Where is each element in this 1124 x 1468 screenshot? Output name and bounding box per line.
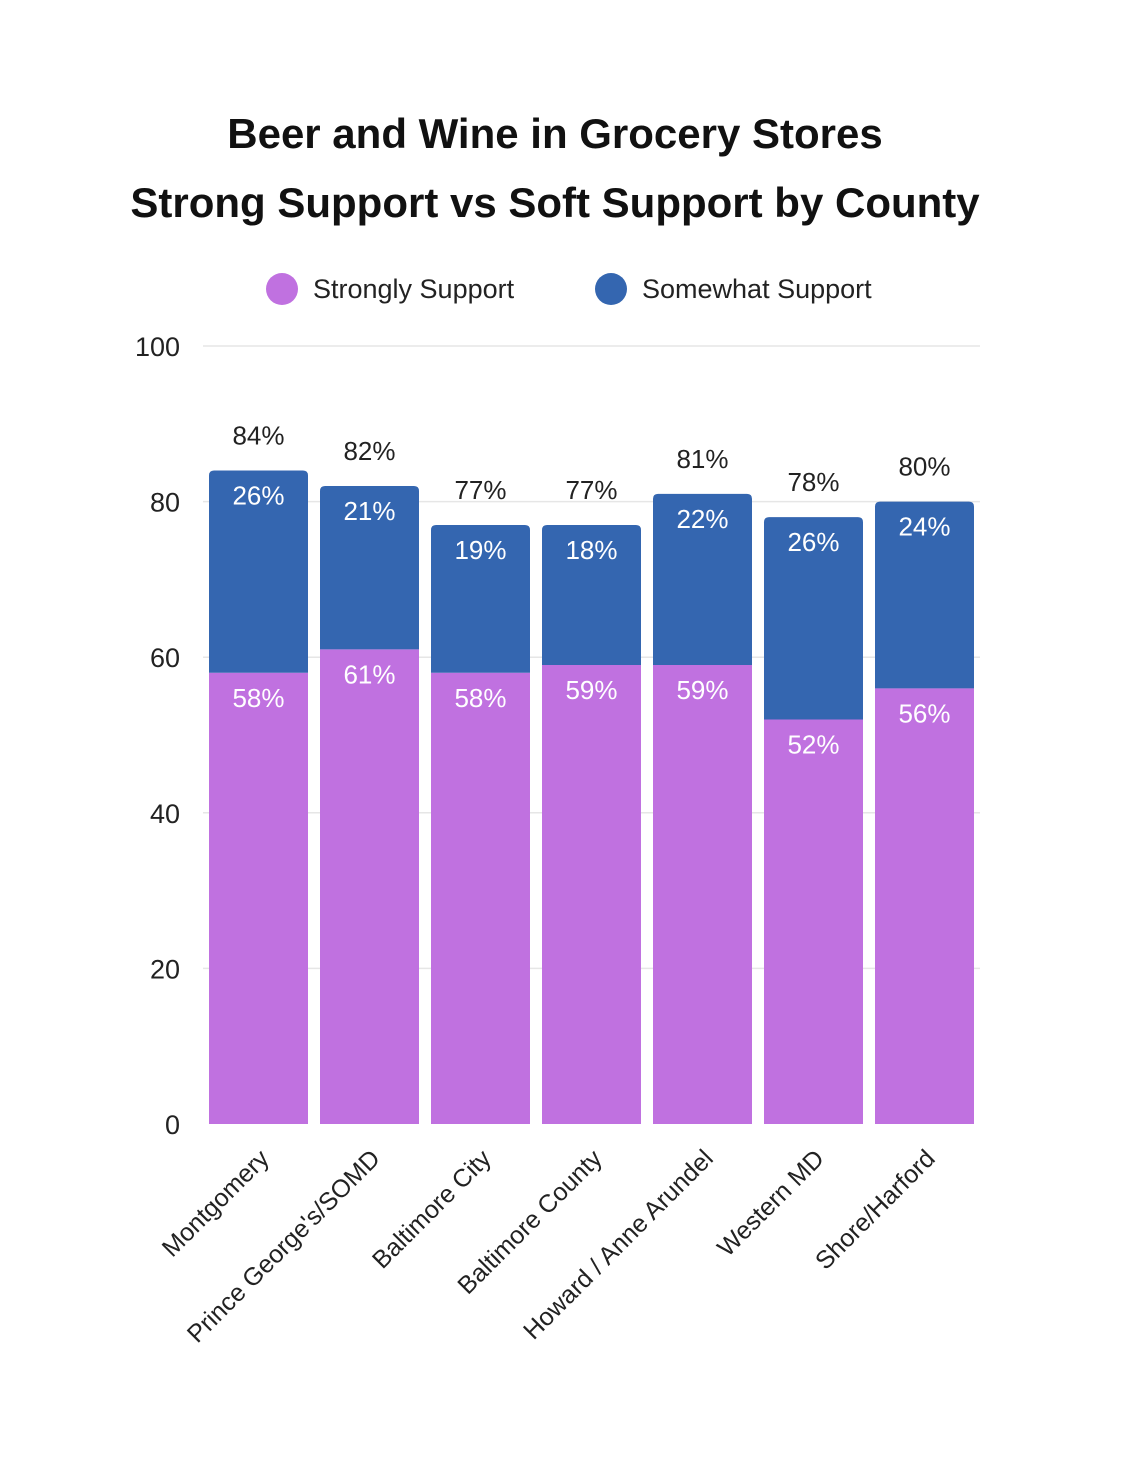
total-label-0: 84% — [232, 420, 284, 450]
bar-group-6: 56% 24% 80% — [875, 452, 974, 1124]
y-tick-label-40: 40 — [150, 799, 180, 829]
legend: Strongly Support Somewhat Support — [266, 273, 872, 305]
bar-segment-0-0 — [209, 672, 308, 1124]
total-label-3: 77% — [565, 475, 617, 505]
total-label-5: 78% — [787, 467, 839, 497]
x-tick-label-4: Howard / Anne Arundel — [518, 1144, 719, 1345]
x-tick-label-5: Western MD — [712, 1144, 830, 1262]
y-tick-label-0: 0 — [165, 1110, 180, 1140]
legend-marker-1 — [595, 273, 627, 305]
bar-segment-1-2 — [431, 524, 530, 673]
bar-segment-1-0 — [209, 470, 308, 673]
segment-label-1-5: 26% — [787, 527, 839, 557]
bar-group-1: 61% 21% 82% — [320, 436, 419, 1124]
segment-label-1-0: 26% — [232, 480, 284, 510]
bar-group-5: 52% 26% 78% — [764, 467, 863, 1124]
bars: 58% 26% 84% 61% 21% 82% 58% 19% 77% 59% 18% 77% 59% 2… — [209, 420, 974, 1124]
segment-label-1-2: 19% — [454, 535, 506, 565]
y-tick-label-100: 100 — [135, 332, 180, 362]
bar-segment-0-3 — [542, 664, 641, 1124]
legend-label-1: Somewhat Support — [642, 274, 872, 304]
total-label-6: 80% — [898, 452, 950, 482]
x-tick-label-1: Prince George's/SOMD — [182, 1144, 386, 1348]
segment-label-1-6: 24% — [898, 512, 950, 542]
total-label-4: 81% — [676, 444, 728, 474]
total-label-2: 77% — [454, 475, 506, 505]
bar-segment-0-6 — [875, 688, 974, 1124]
bar-segment-0-5 — [764, 719, 863, 1124]
bar-group-4: 59% 22% 81% — [653, 444, 752, 1124]
bar-group-0: 58% 26% 84% — [209, 420, 308, 1124]
bar-segment-1-6 — [875, 501, 974, 689]
chart-title-line-2: Strong Support vs Soft Support by County — [130, 179, 980, 226]
bar-group-3: 59% 18% 77% — [542, 475, 641, 1124]
segment-label-0-0: 58% — [232, 683, 284, 713]
bar-segment-1-1 — [320, 486, 419, 650]
segment-label-0-3: 59% — [565, 675, 617, 705]
y-tick-label-60: 60 — [150, 643, 180, 673]
chart-title-line-1: Beer and Wine in Grocery Stores — [227, 110, 883, 157]
bar-segment-0-1 — [320, 649, 419, 1124]
segment-label-0-4: 59% — [676, 675, 728, 705]
segment-label-1-3: 18% — [565, 535, 617, 565]
total-label-1: 82% — [343, 436, 395, 466]
legend-label-0: Strongly Support — [313, 274, 515, 304]
bar-segment-0-4 — [653, 664, 752, 1124]
bar-segment-1-3 — [542, 524, 641, 665]
segment-label-1-1: 21% — [343, 496, 395, 526]
segment-label-0-6: 56% — [898, 698, 950, 728]
segment-label-1-4: 22% — [676, 504, 728, 534]
bar-segment-1-5 — [764, 517, 863, 720]
y-tick-label-20: 20 — [150, 954, 180, 984]
segment-label-0-1: 61% — [343, 659, 395, 689]
legend-marker-0 — [266, 273, 298, 305]
y-axis: 0 20 40 60 80 100 — [135, 332, 180, 1140]
x-tick-label-0: Montgomery — [157, 1144, 275, 1262]
bar-group-2: 58% 19% 77% — [431, 475, 530, 1124]
segment-label-0-5: 52% — [787, 729, 839, 759]
bar-segment-0-2 — [431, 672, 530, 1124]
y-tick-label-80: 80 — [150, 488, 180, 518]
bar-segment-1-4 — [653, 493, 752, 665]
segment-label-0-2: 58% — [454, 683, 506, 713]
